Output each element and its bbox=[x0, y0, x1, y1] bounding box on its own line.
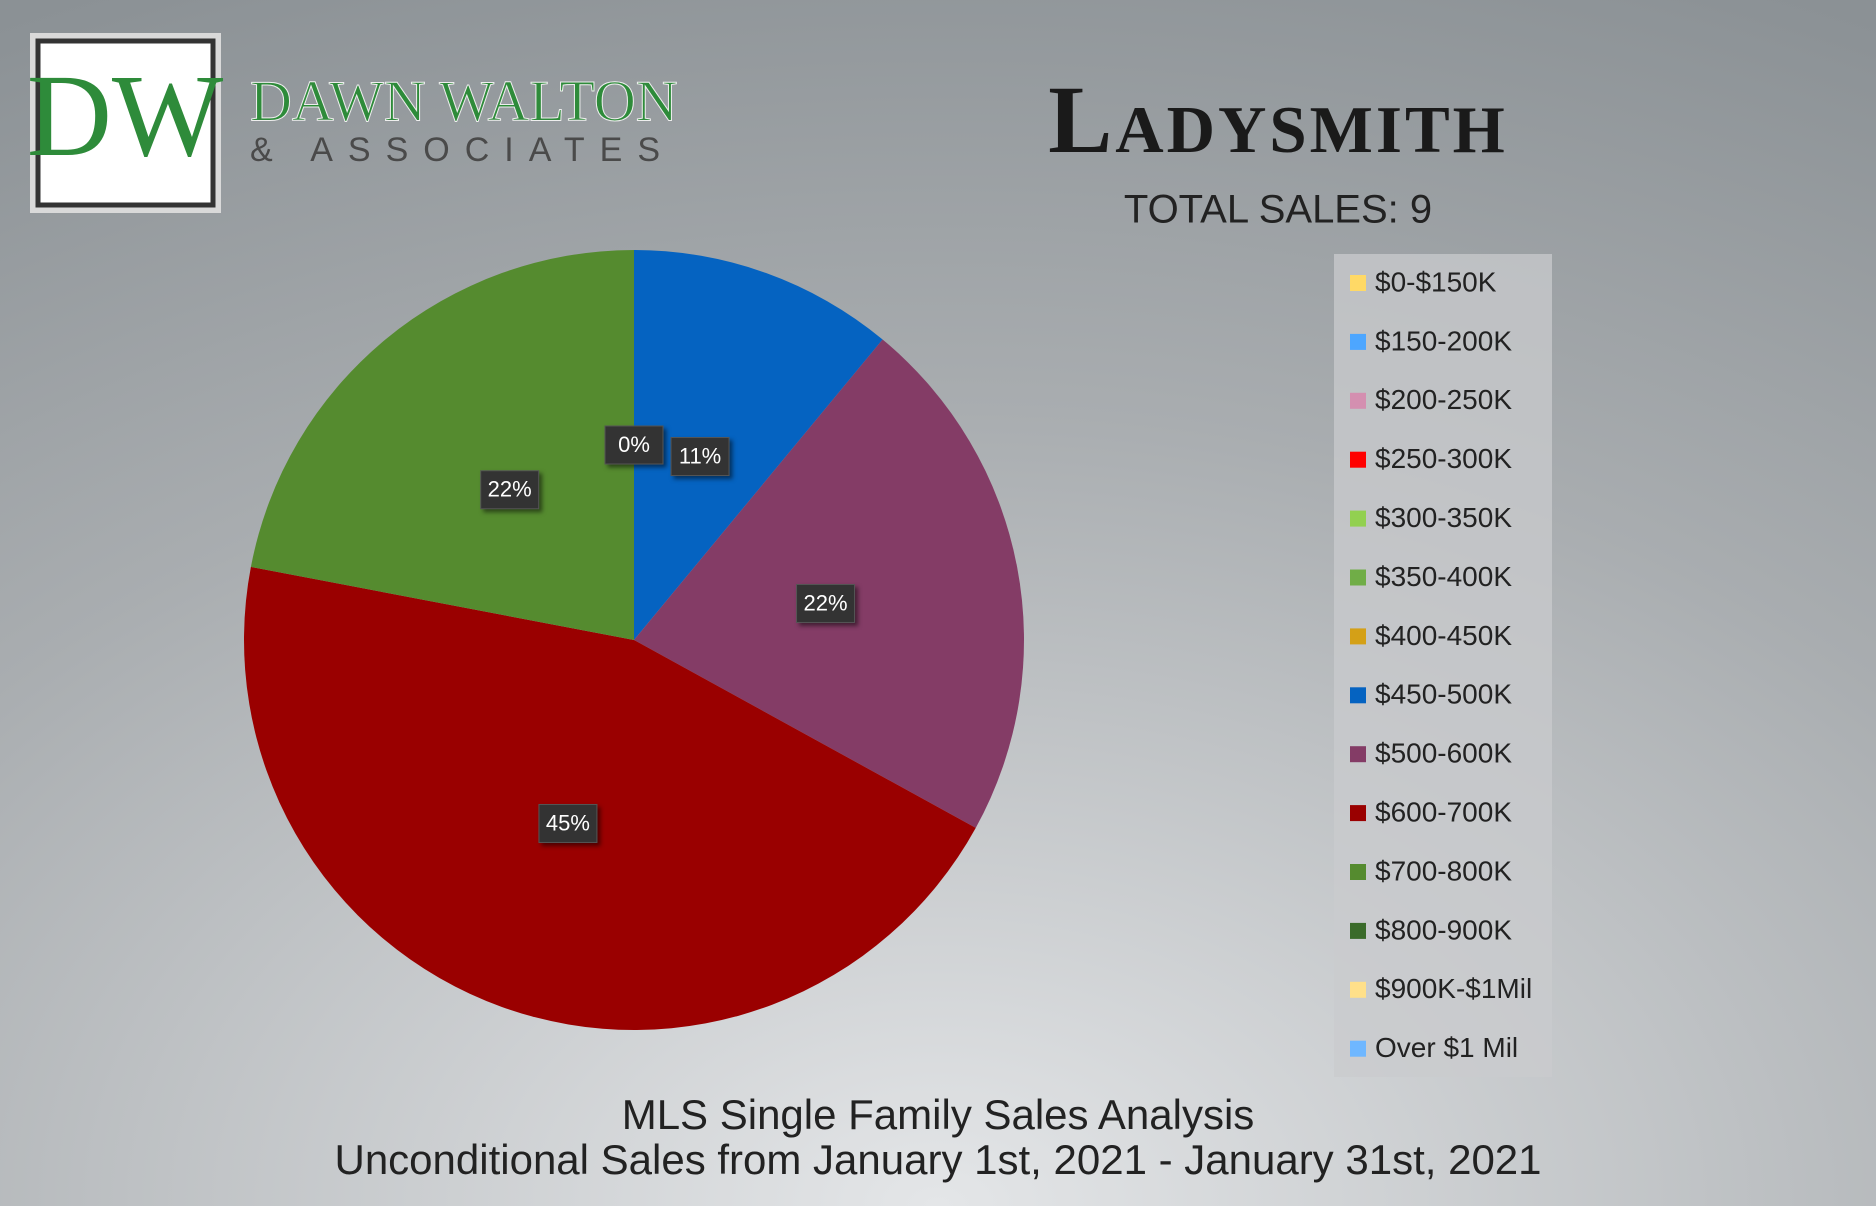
logo-tagline: & ASSOCIATES bbox=[250, 131, 675, 169]
legend-label: $450-500K bbox=[1375, 679, 1512, 710]
legend-swatch bbox=[1350, 981, 1366, 998]
data-label-box bbox=[480, 470, 540, 510]
legend-label: $400-450K bbox=[1375, 620, 1512, 651]
logo-box bbox=[35, 38, 216, 208]
legend-swatch bbox=[1350, 333, 1366, 350]
legend-swatch bbox=[1350, 569, 1366, 586]
legend-label: Over $1 Mil bbox=[1375, 1032, 1518, 1063]
logo-name: DAWN WALTON bbox=[250, 68, 678, 133]
logo: DW DAWN WALTON & ASSOCIATES bbox=[27, 33, 678, 213]
legend-swatch bbox=[1350, 687, 1366, 704]
legend-swatch bbox=[1350, 510, 1366, 527]
data-label-text: 45% bbox=[546, 810, 590, 835]
legend-swatch bbox=[1350, 1040, 1366, 1057]
data-label: 22% bbox=[796, 583, 856, 623]
legend-label: $150-200K bbox=[1375, 325, 1512, 356]
footer-line: MLS Single Family Sales Analysis bbox=[622, 1091, 1255, 1138]
data-label-box bbox=[538, 803, 598, 843]
data-label: 45% bbox=[538, 803, 598, 843]
legend-label: $700-800K bbox=[1375, 855, 1512, 886]
data-label-text: 0% bbox=[618, 432, 650, 457]
legend-label: $600-700K bbox=[1375, 796, 1512, 827]
chart-subtitle: TOTAL SALES: 9 bbox=[1124, 188, 1432, 232]
legend-label: $0-$150K bbox=[1375, 266, 1497, 297]
data-label-text: 22% bbox=[488, 477, 532, 502]
legend-swatch bbox=[1350, 922, 1366, 939]
chart-title: Ladysmith bbox=[1048, 66, 1508, 173]
legend-label: $250-300K bbox=[1375, 443, 1512, 474]
pie-slice bbox=[634, 339, 1024, 828]
legend-label: $300-350K bbox=[1375, 502, 1512, 533]
legend-swatch bbox=[1350, 746, 1366, 763]
data-label-box bbox=[796, 583, 856, 623]
footer-line: Unconditional Sales from January 1st, 20… bbox=[334, 1136, 1541, 1183]
legend-swatch bbox=[1350, 628, 1366, 645]
logo-initials: DW bbox=[27, 50, 224, 181]
data-label: 11% bbox=[670, 437, 730, 477]
legend-swatch bbox=[1350, 451, 1366, 468]
legend-swatch bbox=[1350, 275, 1366, 291]
legend-box bbox=[1334, 254, 1552, 1077]
data-label-box bbox=[604, 425, 664, 465]
legend-swatch bbox=[1350, 392, 1366, 409]
data-label: 0% bbox=[604, 425, 664, 465]
pie-slice bbox=[244, 566, 976, 1030]
data-label-text: 22% bbox=[804, 590, 848, 615]
legend-label: $200-250K bbox=[1375, 384, 1512, 415]
legend-label: $350-400K bbox=[1375, 561, 1512, 592]
legend-label: $800-900K bbox=[1375, 914, 1512, 945]
legend-label: $900K-$1Mil bbox=[1375, 973, 1532, 1004]
legend-swatch bbox=[1350, 805, 1366, 822]
legend-swatch bbox=[1350, 864, 1366, 880]
pie-slice bbox=[634, 250, 883, 640]
data-label-box bbox=[670, 437, 730, 477]
pie-slice bbox=[250, 250, 635, 640]
data-label-text: 11% bbox=[679, 443, 721, 468]
data-label: 22% bbox=[480, 470, 540, 510]
legend-label: $500-600K bbox=[1375, 738, 1512, 769]
